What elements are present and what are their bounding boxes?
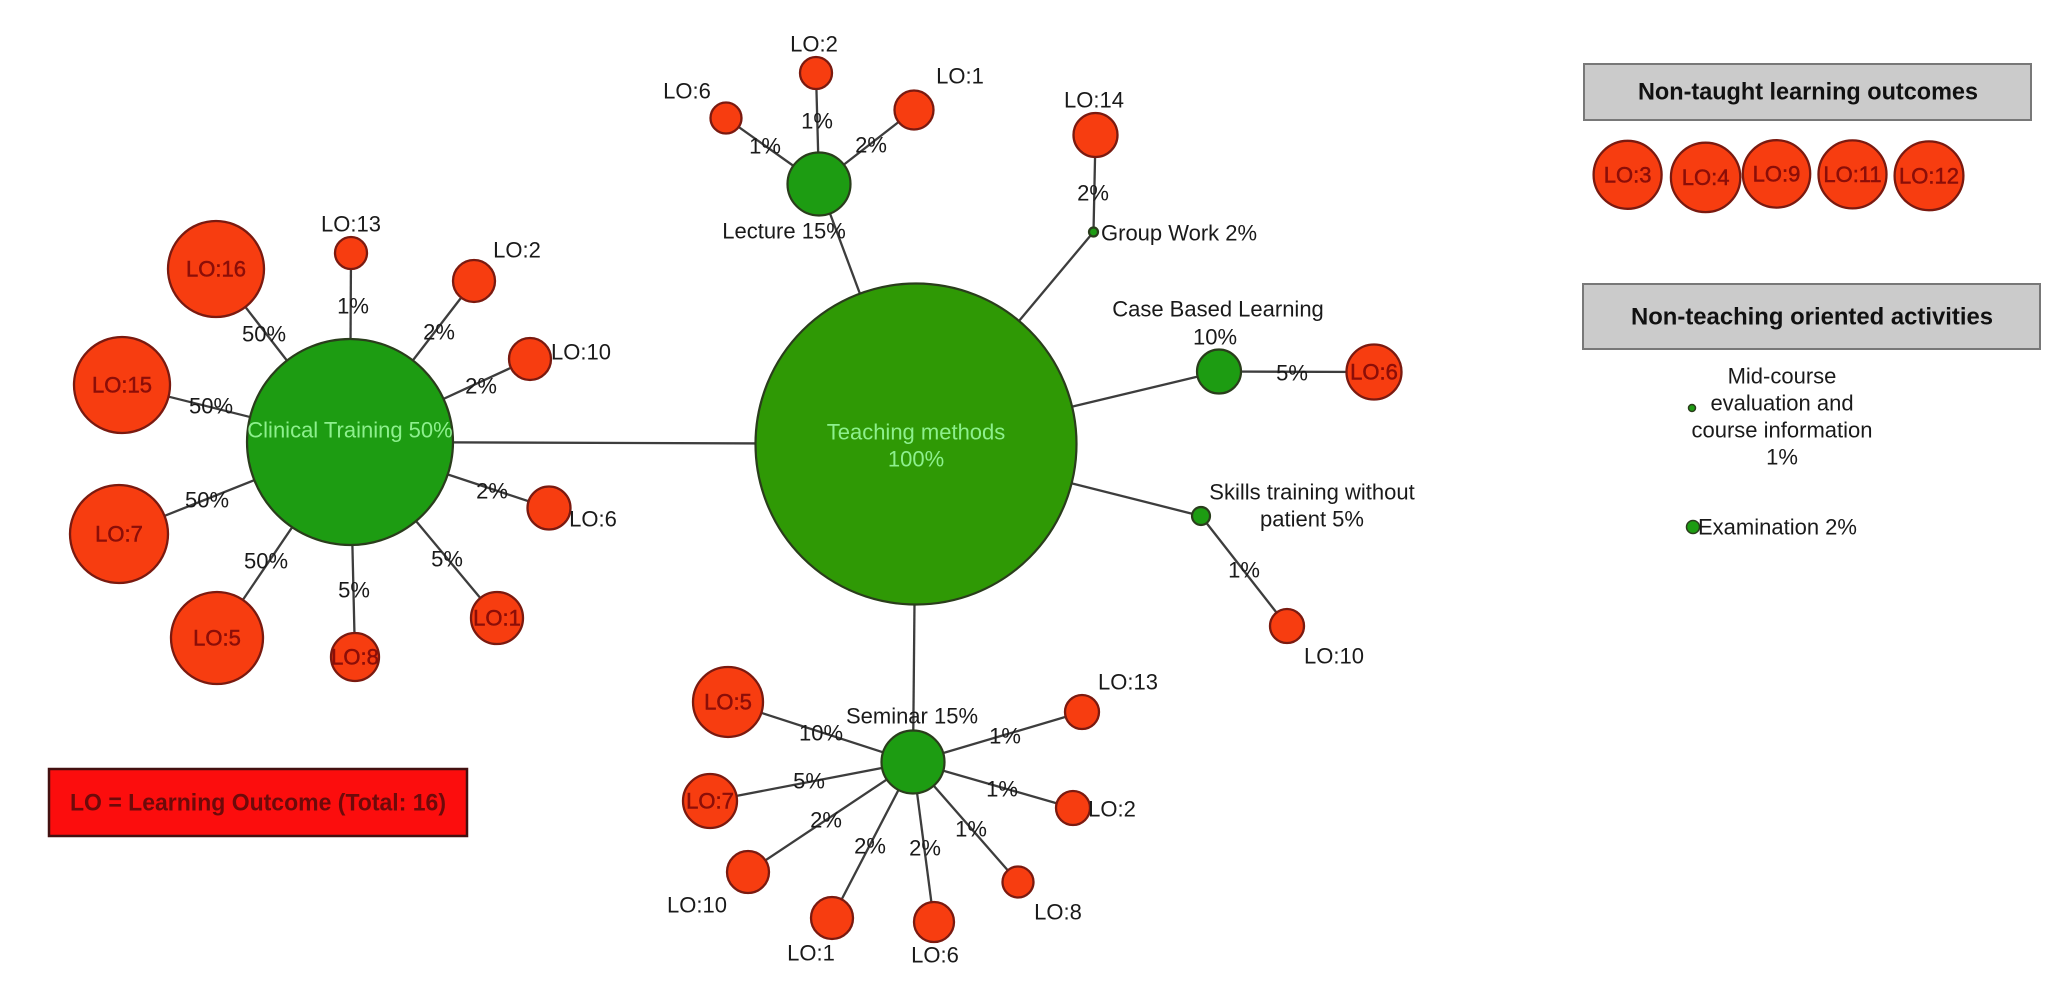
svg-text:2%: 2% bbox=[423, 320, 455, 345]
svg-text:LO:15: LO:15 bbox=[92, 373, 152, 398]
svg-text:10%: 10% bbox=[799, 721, 843, 746]
svg-text:LO:6: LO:6 bbox=[1350, 360, 1398, 385]
svg-text:2%: 2% bbox=[1077, 181, 1109, 206]
svg-text:2%: 2% bbox=[854, 834, 886, 859]
svg-text:2%: 2% bbox=[810, 808, 842, 833]
svg-text:patient 5%: patient 5% bbox=[1260, 507, 1364, 532]
svg-text:LO:2: LO:2 bbox=[1088, 797, 1136, 822]
svg-text:LO:10: LO:10 bbox=[1304, 644, 1364, 669]
svg-text:50%: 50% bbox=[244, 549, 288, 574]
svg-text:1%: 1% bbox=[986, 777, 1018, 802]
svg-text:1%: 1% bbox=[1228, 558, 1260, 583]
svg-text:Seminar 15%: Seminar 15% bbox=[846, 704, 978, 729]
svg-text:LO:11: LO:11 bbox=[1823, 162, 1881, 187]
svg-text:Skills training without: Skills training without bbox=[1209, 480, 1414, 505]
svg-text:Lecture 15%: Lecture 15% bbox=[722, 219, 846, 244]
svg-text:Non-taught learning outcomes: Non-taught learning outcomes bbox=[1638, 79, 1978, 106]
svg-text:50%: 50% bbox=[189, 394, 233, 419]
svg-text:LO:5: LO:5 bbox=[704, 690, 752, 715]
svg-text:Clinical Training 50%: Clinical Training 50% bbox=[247, 418, 452, 443]
svg-text:1%: 1% bbox=[801, 109, 833, 134]
svg-text:LO:6: LO:6 bbox=[663, 79, 711, 104]
svg-text:2%: 2% bbox=[476, 479, 508, 504]
svg-text:1%: 1% bbox=[1766, 445, 1798, 470]
svg-text:5%: 5% bbox=[793, 769, 825, 794]
svg-text:LO:12: LO:12 bbox=[1899, 163, 1959, 188]
svg-text:LO:4: LO:4 bbox=[1682, 165, 1730, 190]
svg-text:Mid-course: Mid-course bbox=[1728, 364, 1837, 389]
svg-text:1%: 1% bbox=[989, 724, 1021, 749]
svg-text:LO:7: LO:7 bbox=[95, 522, 143, 547]
svg-text:LO:9: LO:9 bbox=[1753, 161, 1801, 186]
svg-text:evaluation and: evaluation and bbox=[1710, 391, 1853, 416]
svg-text:LO:2: LO:2 bbox=[493, 238, 541, 263]
svg-text:50%: 50% bbox=[185, 488, 229, 513]
svg-text:LO:1: LO:1 bbox=[787, 941, 835, 966]
svg-text:LO:14: LO:14 bbox=[1064, 88, 1124, 113]
svg-text:LO:6: LO:6 bbox=[911, 943, 959, 968]
svg-text:LO:10: LO:10 bbox=[551, 340, 611, 365]
svg-text:LO:8: LO:8 bbox=[331, 645, 379, 670]
svg-text:LO:13: LO:13 bbox=[321, 212, 381, 237]
svg-text:100%: 100% bbox=[888, 447, 944, 472]
svg-text:LO:6: LO:6 bbox=[569, 507, 617, 532]
svg-text:Group Work 2%: Group Work 2% bbox=[1101, 221, 1257, 246]
svg-text:LO:2: LO:2 bbox=[790, 32, 838, 57]
svg-text:5%: 5% bbox=[338, 578, 370, 603]
svg-text:LO:8: LO:8 bbox=[1034, 900, 1082, 925]
svg-text:1%: 1% bbox=[749, 134, 781, 159]
svg-text:Examination 2%: Examination 2% bbox=[1698, 515, 1857, 540]
svg-text:LO:10: LO:10 bbox=[667, 893, 727, 918]
svg-text:course information: course information bbox=[1692, 418, 1873, 443]
svg-text:5%: 5% bbox=[1276, 361, 1308, 386]
svg-text:LO:5: LO:5 bbox=[193, 626, 241, 651]
svg-text:Case Based Learning: Case Based Learning bbox=[1112, 297, 1324, 322]
svg-text:50%: 50% bbox=[242, 322, 286, 347]
svg-text:LO:16: LO:16 bbox=[186, 257, 246, 282]
svg-text:Teaching methods: Teaching methods bbox=[827, 420, 1006, 445]
svg-text:Non-teaching oriented activiti: Non-teaching oriented activities bbox=[1631, 304, 1993, 331]
svg-text:2%: 2% bbox=[465, 374, 497, 399]
svg-text:LO = Learning Outcome (Total:: LO = Learning Outcome (Total: 16) bbox=[70, 790, 446, 817]
svg-text:2%: 2% bbox=[909, 836, 941, 861]
svg-text:LO:1: LO:1 bbox=[936, 64, 984, 89]
svg-text:1%: 1% bbox=[337, 294, 369, 319]
svg-text:LO:7: LO:7 bbox=[686, 789, 734, 814]
svg-text:10%: 10% bbox=[1193, 325, 1237, 350]
svg-text:1%: 1% bbox=[955, 817, 987, 842]
svg-text:5%: 5% bbox=[431, 547, 463, 572]
svg-text:2%: 2% bbox=[855, 133, 887, 158]
svg-text:LO:3: LO:3 bbox=[1604, 162, 1652, 187]
svg-text:LO:1: LO:1 bbox=[473, 606, 521, 631]
svg-text:LO:13: LO:13 bbox=[1098, 670, 1158, 695]
